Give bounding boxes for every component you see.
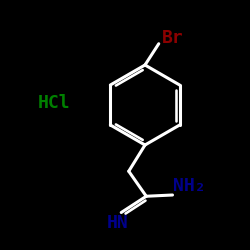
Text: Br: Br (162, 29, 184, 47)
Text: NH₂: NH₂ (172, 177, 205, 195)
Text: HN: HN (106, 214, 128, 232)
Text: HCl: HCl (38, 94, 70, 112)
